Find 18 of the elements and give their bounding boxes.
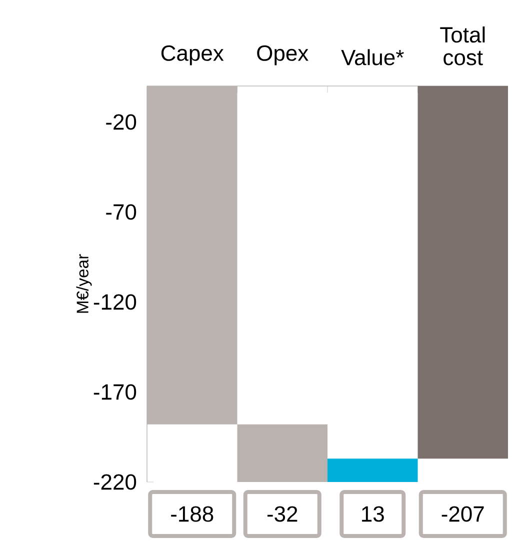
data-label: -188 [171,506,214,522]
y-tick-label: -20 [106,114,136,130]
bar [418,86,508,459]
data-label: -32 [267,506,298,522]
y-tick-label: -170 [94,384,136,400]
x-tick-label: Capex [161,45,224,66]
bar [327,458,418,482]
x-tick-label: Value* [341,49,404,66]
bar [237,424,328,482]
x-tick-label: Opex [257,45,308,66]
y-tick-label: -120 [94,294,136,310]
y-tick-label: -220 [94,474,136,490]
bar [147,86,238,424]
y-axis-title: M€/year [76,254,92,313]
x-tick-label: Total cost [440,26,485,66]
data-label: 13 [362,506,384,522]
y-tick-label: -70 [106,204,136,220]
data-label: -207 [442,506,484,522]
